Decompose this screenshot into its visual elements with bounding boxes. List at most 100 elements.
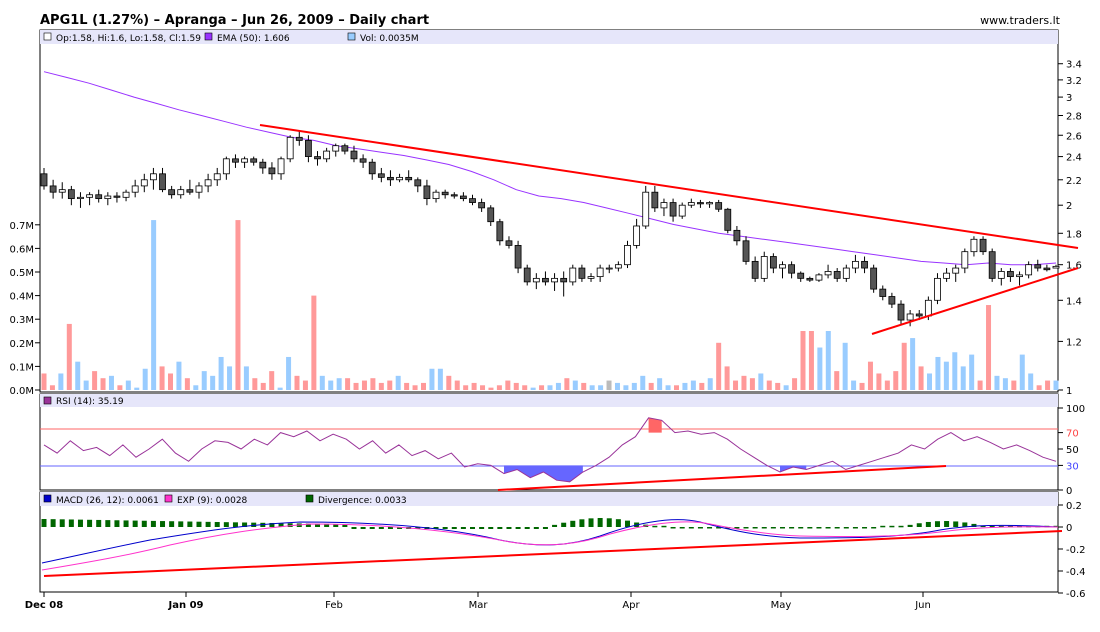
- divergence-bar: [615, 519, 621, 527]
- volume-bar: [75, 361, 81, 390]
- divergence-bar: [50, 519, 56, 527]
- divergence-bar: [223, 522, 229, 527]
- divergence-bar: [907, 524, 913, 527]
- candle-body: [286, 136, 294, 160]
- volume-bar: [302, 380, 308, 390]
- candle-body: [934, 277, 941, 301]
- volume-bar: [859, 382, 865, 390]
- divergence-bar: [451, 527, 457, 529]
- volume-bar: [539, 385, 545, 390]
- volume-bar: [277, 387, 283, 390]
- candle-body: [131, 185, 139, 193]
- legend-swatch: [347, 32, 356, 41]
- candle-body: [323, 150, 331, 160]
- candle-body: [459, 195, 467, 200]
- candle-body: [505, 240, 513, 246]
- candle-body: [168, 189, 176, 196]
- price-tick-label: 2.4: [1066, 153, 1082, 164]
- x-axis: Dec 08 Jan 09 Feb Mar Apr May Jun: [25, 592, 931, 611]
- rsi-legend: RSI (14): 35.19: [56, 397, 124, 407]
- candle-body: [469, 198, 476, 203]
- candles: [40, 130, 1060, 327]
- candle-body: [1034, 264, 1042, 269]
- candle-body: [697, 202, 704, 205]
- candle-body: [605, 267, 613, 270]
- divergence-bar: [114, 520, 120, 527]
- candle-body: [751, 260, 759, 279]
- volume-bar: [564, 378, 570, 390]
- volume-bar: [286, 356, 292, 390]
- resistance-trendline: [259, 124, 1079, 249]
- support-trendline: [871, 267, 1079, 335]
- macd-tick-label: 0.2: [1066, 501, 1082, 512]
- divergence-bar: [77, 519, 83, 527]
- candle-body: [86, 194, 93, 198]
- volume-bar: [252, 378, 258, 390]
- rsi-trendline: [497, 465, 947, 491]
- candle-body: [387, 176, 394, 181]
- divergence-bar: [515, 527, 521, 529]
- divergence-bar: [971, 523, 977, 527]
- volume-bar: [243, 366, 249, 390]
- volume-bar: [176, 361, 182, 390]
- candle-body: [560, 277, 568, 283]
- divergence-bar: [688, 527, 694, 529]
- candle-body: [241, 158, 248, 163]
- candle-body: [596, 267, 604, 278]
- rsi-extreme-fills: [504, 417, 807, 482]
- volume-bar: [910, 338, 916, 390]
- divergence-bar: [305, 523, 311, 527]
- volume-bar: [227, 366, 233, 390]
- candle-body: [624, 245, 631, 266]
- divergence-bar: [214, 522, 220, 527]
- volume-bar: [1028, 373, 1034, 390]
- price-tick-label: 3.4: [1066, 60, 1082, 71]
- divergence-bar: [752, 527, 758, 529]
- candle-body: [478, 202, 486, 209]
- divergence-bar: [889, 525, 895, 528]
- volume-bar: [960, 366, 966, 390]
- candle-body: [797, 272, 805, 279]
- divergence-bar: [661, 525, 667, 528]
- divergence-bar: [606, 518, 612, 527]
- volume-bar: [792, 378, 798, 390]
- divergence-bar: [68, 519, 74, 527]
- price-panel: [39, 29, 1059, 393]
- divergence-bar: [479, 527, 485, 529]
- volume-bar: [235, 220, 241, 390]
- legend-swatch: [204, 32, 213, 41]
- macd-tick-label: 0: [1066, 523, 1072, 534]
- divergence-bar: [497, 527, 503, 529]
- candle-body: [1025, 264, 1033, 276]
- candle-body: [578, 267, 586, 279]
- divergence-bar: [679, 527, 685, 529]
- x-tick-label: Jun: [914, 600, 931, 611]
- volume-bar: [117, 385, 123, 390]
- volume-bar: [58, 373, 64, 390]
- divergence-bar: [716, 527, 722, 529]
- divergence-bar: [542, 527, 548, 529]
- divergence-bar: [41, 519, 47, 527]
- divergence-bar: [278, 523, 284, 527]
- candle-body: [232, 158, 239, 163]
- volume-bar: [513, 382, 519, 390]
- volume-bar: [986, 305, 992, 390]
- volume-bar: [168, 373, 173, 390]
- candle-body: [888, 296, 896, 305]
- volume-bar: [1053, 380, 1059, 390]
- volume-bar: [834, 371, 840, 390]
- candle-body: [496, 221, 504, 242]
- divergence-bar: [141, 520, 147, 527]
- macd-legend-band: [40, 492, 1058, 506]
- divergence-bar: [205, 521, 211, 527]
- candle-body: [122, 191, 130, 198]
- candle-body: [988, 251, 996, 279]
- candle-body: [906, 313, 914, 321]
- divergence-bar: [697, 527, 703, 529]
- legend-label: EMA (50): 1.606: [217, 34, 290, 44]
- divergence-bar: [807, 527, 813, 529]
- volume-bar: [893, 371, 899, 390]
- volume-bar: [606, 380, 612, 390]
- legend-label: Divergence: 0.0033: [318, 496, 407, 506]
